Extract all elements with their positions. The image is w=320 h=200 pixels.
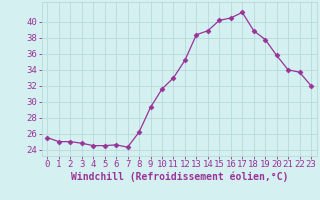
- X-axis label: Windchill (Refroidissement éolien,°C): Windchill (Refroidissement éolien,°C): [70, 172, 288, 182]
